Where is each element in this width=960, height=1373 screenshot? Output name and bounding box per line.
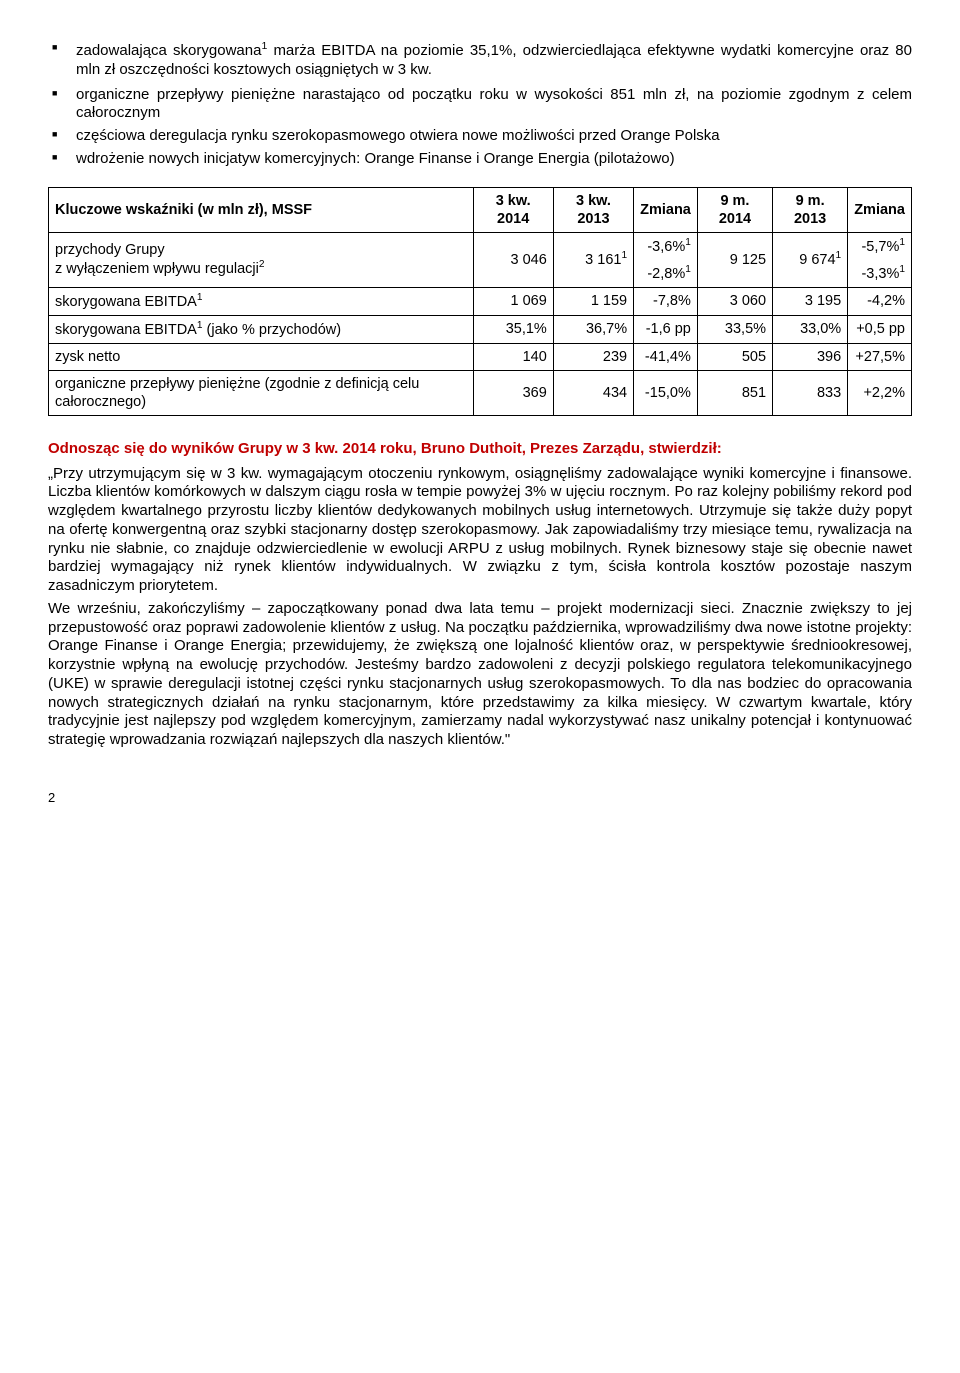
cell: +2,2%: [848, 370, 912, 415]
cell: -3,6%1: [634, 232, 698, 259]
cell: 35,1%: [473, 315, 553, 343]
cell: -3,3%1: [848, 260, 912, 287]
cell: 9 125: [697, 232, 772, 287]
table-row: skorygowana EBITDA1 1 069 1 159 -7,8% 3 …: [49, 287, 912, 315]
bullet-list: zadowalająca skorygowana1 marża EBITDA n…: [48, 40, 912, 169]
table-row: skorygowana EBITDA1 (jako % przychodów) …: [49, 315, 912, 343]
bullet-item: organiczne przepływy pieniężne narastają…: [48, 86, 912, 169]
row-label: skorygowana EBITDA1 (jako % przychodów): [49, 315, 474, 343]
col-header: 9 m. 2013: [773, 187, 848, 232]
cell: -5,7%1: [848, 232, 912, 259]
table-row: zysk netto 140 239 -41,4% 505 396 +27,5%: [49, 343, 912, 370]
col-header: Zmiana: [634, 187, 698, 232]
row-label: z wyłączeniem wpływu regulacji: [55, 261, 259, 277]
bullet-sub-item: częściowa deregulacja rynku szerokopasmo…: [76, 127, 912, 146]
cell: 3 195: [773, 287, 848, 315]
cell: +0,5 pp: [848, 315, 912, 343]
table-row: przychody Grupy z wyłączeniem wpływu reg…: [49, 232, 912, 259]
cell: -1,6 pp: [634, 315, 698, 343]
cell: 369: [473, 370, 553, 415]
bullet-text: zadowalająca skorygowana: [76, 42, 261, 59]
quote-paragraph: We wrześniu, zakończyliśmy – zapoczątkow…: [48, 600, 912, 750]
table-header-row: Kluczowe wskaźniki (w mln zł), MSSF 3 kw…: [49, 187, 912, 232]
cell: 1 159: [553, 287, 633, 315]
cell: 9 6741: [773, 232, 848, 287]
row-label: skorygowana EBITDA1: [49, 287, 474, 315]
row-label: organiczne przepływy pieniężne (zgodnie …: [49, 370, 474, 415]
cell: 505: [697, 343, 772, 370]
cell: 396: [773, 343, 848, 370]
bullet-item: zadowalająca skorygowana1 marża EBITDA n…: [48, 40, 912, 80]
cell: 1 069: [473, 287, 553, 315]
footnote-ref: 2: [259, 259, 265, 270]
cell: -4,2%: [848, 287, 912, 315]
quote-heading: Odnosząc się do wyników Grupy w 3 kw. 20…: [48, 440, 912, 459]
col-header: 9 m. 2014: [697, 187, 772, 232]
cell: 833: [773, 370, 848, 415]
bullet-text: organiczne przepływy pieniężne narastają…: [76, 86, 912, 122]
row-label: zysk netto: [49, 343, 474, 370]
cell: 36,7%: [553, 315, 633, 343]
cell: 3 1611: [553, 232, 633, 287]
cell: 3 046: [473, 232, 553, 287]
cell: -15,0%: [634, 370, 698, 415]
quote-paragraph: „Przy utrzymującym się w 3 kw. wymagając…: [48, 465, 912, 596]
cell: +27,5%: [848, 343, 912, 370]
table-row: organiczne przepływy pieniężne (zgodnie …: [49, 370, 912, 415]
financial-table: Kluczowe wskaźniki (w mln zł), MSSF 3 kw…: [48, 187, 912, 416]
col-header: 3 kw. 2014: [473, 187, 553, 232]
row-label: przychody Grupy: [55, 242, 165, 258]
cell: -41,4%: [634, 343, 698, 370]
cell: -7,8%: [634, 287, 698, 315]
col-header: Kluczowe wskaźniki (w mln zł), MSSF: [49, 187, 474, 232]
cell: -2,8%1: [634, 260, 698, 287]
page-number: 2: [48, 790, 912, 806]
bullet-sub-item: wdrożenie nowych inicjatyw komercyjnych:…: [76, 150, 912, 169]
cell: 140: [473, 343, 553, 370]
cell: 33,0%: [773, 315, 848, 343]
cell: 851: [697, 370, 772, 415]
cell: 239: [553, 343, 633, 370]
col-header: Zmiana: [848, 187, 912, 232]
cell: 434: [553, 370, 633, 415]
col-header: 3 kw. 2013: [553, 187, 633, 232]
cell: 33,5%: [697, 315, 772, 343]
cell: 3 060: [697, 287, 772, 315]
